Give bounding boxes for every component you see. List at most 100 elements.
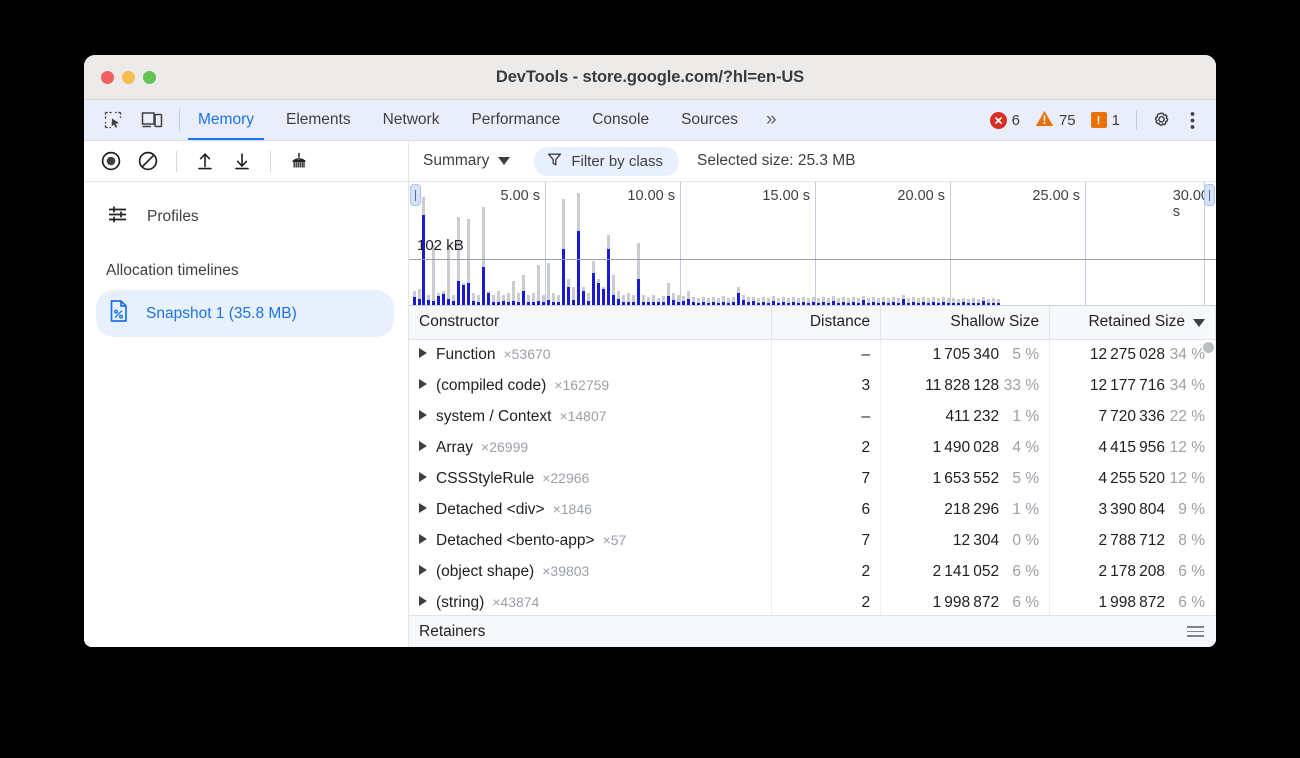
shallow-size-percent: 6 % [1012, 594, 1040, 611]
more-tabs-chevron-icon[interactable]: » [765, 109, 777, 130]
tab-elements[interactable]: Elements [270, 100, 367, 140]
maximize-window-button[interactable] [143, 70, 156, 84]
timeline-bar-live [457, 281, 460, 305]
allocation-timeline-chart[interactable]: 5.00 s 10.00 s 15.00 s 20.00 s 25.00 s 3… [409, 182, 1216, 306]
cell-constructor[interactable]: (object shape) ×39803 [409, 556, 773, 588]
expand-triangle-icon[interactable] [419, 379, 427, 389]
hamburger-menu-icon[interactable] [1187, 625, 1204, 638]
table-row[interactable]: system / Context ×14807 – 411 232 1 % 7 720 3… [409, 401, 1216, 433]
table-row[interactable]: (string) ×43874 2 1 998 872 6 % 1 998 872 6 % [409, 587, 1216, 615]
column-header-retained-size[interactable]: Retained Size [1049, 306, 1216, 340]
timeline-bar-total [662, 296, 665, 305]
timeline-bar-total [792, 297, 795, 305]
expand-triangle-icon[interactable] [419, 441, 427, 451]
timeline-selection-handle-right[interactable] [1204, 184, 1215, 206]
error-counter[interactable]: 6 [984, 111, 1026, 129]
constructor-name: CSSStyleRule [436, 470, 535, 487]
load-profile-icon[interactable] [192, 149, 218, 173]
timeline-selection-handle-left[interactable] [410, 184, 421, 206]
sidebar-item-snapshot-1[interactable]: Snapshot 1 (35.8 MB) [96, 290, 394, 337]
timeline-bar-total [942, 297, 945, 305]
timeline-bar-total [857, 298, 860, 305]
clear-icon[interactable] [135, 149, 161, 173]
tab-network[interactable]: Network [367, 100, 456, 140]
view-mode-select[interactable]: Summary [423, 152, 522, 170]
table-row[interactable]: CSSStyleRule ×22966 7 1 653 552 5 % 4 255 520… [409, 463, 1216, 495]
expand-triangle-icon[interactable] [419, 565, 427, 575]
cell-constructor[interactable]: Array ×26999 [409, 432, 773, 464]
table-scrollbar-thumb[interactable] [1203, 342, 1214, 353]
table-row[interactable]: Function ×53670 – 1 705 340 5 % 12 275 028 34 … [409, 339, 1216, 371]
collect-garbage-icon[interactable] [286, 149, 312, 173]
timeline-bar-live [697, 303, 700, 305]
retained-size-percent: 34 % [1169, 377, 1205, 394]
shallow-size-percent: 5 % [1012, 470, 1040, 487]
cell-constructor[interactable]: Detached <div> ×1846 [409, 494, 773, 526]
tab-performance[interactable]: Performance [455, 100, 576, 140]
timeline-bar-total [522, 275, 525, 305]
cell-constructor[interactable]: (compiled code) ×162759 [409, 370, 773, 402]
timeline-bar-live [502, 301, 505, 305]
record-icon[interactable] [98, 149, 124, 173]
shallow-size-value: 1 998 872 [932, 594, 1000, 611]
timeline-bar-total [642, 295, 645, 305]
column-header-shallow-size[interactable]: Shallow Size [880, 306, 1051, 340]
expand-triangle-icon[interactable] [419, 596, 427, 606]
filter-by-class-input[interactable]: Filter by class [534, 146, 680, 176]
column-header-distance[interactable]: Distance [771, 306, 882, 340]
shallow-size-value: 12 304 [952, 532, 1000, 549]
close-window-button[interactable] [101, 70, 114, 84]
minimize-window-button[interactable] [122, 70, 135, 84]
kebab-menu-icon[interactable] [1178, 106, 1206, 134]
timeline-bar-live [642, 302, 645, 305]
expand-triangle-icon[interactable] [419, 472, 427, 482]
timeline-bar-live [802, 302, 805, 305]
cell-constructor[interactable]: (string) ×43874 [409, 587, 773, 615]
cell-distance: – [771, 339, 882, 371]
issue-counter[interactable]: 1 [1085, 112, 1126, 129]
instance-count: ×26999 [481, 439, 529, 455]
sidebar-item-profiles[interactable]: Profiles [84, 194, 408, 240]
cell-distance: 7 [771, 463, 882, 495]
timeline-bar-total [497, 291, 500, 305]
column-header-retained-size-label: Retained Size [1088, 313, 1185, 330]
timeline-bar-total [912, 297, 915, 305]
error-icon [989, 111, 1007, 129]
cell-retained-size: 1 998 872 6 % [1049, 587, 1216, 615]
device-toolbar-icon[interactable] [139, 108, 165, 132]
cell-constructor[interactable]: Detached <bento-app> ×57 [409, 525, 773, 557]
save-profile-icon[interactable] [229, 149, 255, 173]
gear-icon[interactable] [1147, 106, 1175, 134]
table-row[interactable]: Detached <div> ×1846 6 218 296 1 % 3 390 804 9… [409, 494, 1216, 526]
tab-console[interactable]: Console [576, 100, 665, 140]
timeline-bar-live [517, 302, 520, 305]
timeline-bar-live [827, 303, 830, 305]
timeline-bar-total [917, 298, 920, 305]
expand-triangle-icon[interactable] [419, 410, 427, 420]
cell-constructor[interactable]: Function ×53670 [409, 339, 773, 371]
table-row[interactable]: (compiled code) ×162759 3 11 828 128 33 % 12 … [409, 370, 1216, 402]
expand-triangle-icon[interactable] [419, 534, 427, 544]
cell-constructor[interactable]: system / Context ×14807 [409, 401, 773, 433]
timeline-bar-total [477, 295, 480, 305]
cell-constructor[interactable]: CSSStyleRule ×22966 [409, 463, 773, 495]
tab-sources[interactable]: Sources [665, 100, 754, 140]
timeline-bar-live [947, 303, 950, 305]
timeline-bar-live [522, 291, 525, 305]
retained-size-percent: 12 % [1169, 439, 1205, 456]
table-scrollbar[interactable] [1203, 339, 1214, 615]
expand-triangle-icon[interactable] [419, 348, 427, 359]
table-row[interactable]: Array ×26999 2 1 490 028 4 % 4 415 956 12 % [409, 432, 1216, 464]
retainers-panel-header[interactable]: Retainers [409, 615, 1216, 647]
timeline-bar-total [452, 295, 455, 305]
tab-memory[interactable]: Memory [182, 100, 270, 140]
timeline-bar-total [727, 298, 730, 305]
table-row[interactable]: (object shape) ×39803 2 2 141 052 6 % 2 178 2… [409, 556, 1216, 588]
table-row[interactable]: Detached <bento-app> ×57 7 12 304 0 % 2 788 7… [409, 525, 1216, 557]
warning-counter[interactable]: 75 [1029, 110, 1082, 131]
column-header-constructor[interactable]: Constructor [409, 306, 773, 340]
expand-triangle-icon[interactable] [419, 503, 427, 513]
timeline-bar-live [787, 303, 790, 305]
timeline-bar-total [992, 298, 995, 305]
inspect-element-icon[interactable] [100, 108, 126, 132]
